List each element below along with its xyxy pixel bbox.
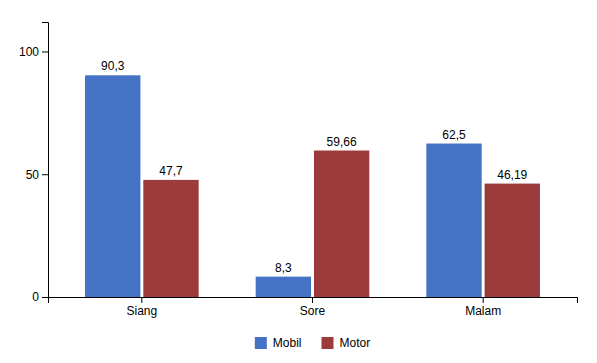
y-tick-mark bbox=[42, 174, 48, 175]
data-label: 62,5 bbox=[442, 128, 466, 142]
bar bbox=[314, 151, 369, 297]
legend-label: Mobil bbox=[273, 336, 302, 350]
x-tick-label: Malam bbox=[465, 304, 501, 318]
bar bbox=[85, 75, 140, 297]
x-axis: Siang Sore Malam bbox=[49, 297, 578, 318]
x-tick: Siang bbox=[127, 297, 158, 318]
bar bbox=[426, 144, 481, 297]
x-tick-label: Siang bbox=[127, 304, 158, 318]
bars bbox=[85, 75, 540, 297]
y-tick: 0 bbox=[32, 290, 48, 304]
legend-item: Mobil bbox=[255, 336, 302, 350]
legend-swatch bbox=[322, 337, 334, 349]
y-axis-line bbox=[42, 23, 49, 298]
data-label: 59,66 bbox=[327, 135, 357, 149]
y-tick: 100 bbox=[19, 45, 48, 59]
x-axis-line bbox=[49, 298, 578, 304]
legend-swatch bbox=[255, 337, 267, 349]
x-tick-mark bbox=[141, 297, 142, 303]
legend: Mobil Motor bbox=[255, 336, 370, 350]
bar bbox=[143, 180, 198, 297]
y-tick-label: 0 bbox=[32, 290, 39, 304]
x-tick-mark bbox=[483, 297, 484, 303]
x-tick: Sore bbox=[300, 297, 326, 318]
x-tick-mark bbox=[312, 297, 313, 303]
data-label: 46,19 bbox=[497, 168, 527, 182]
legend-item: Motor bbox=[322, 336, 371, 350]
y-axis: 0 50 100 bbox=[19, 23, 49, 305]
chart: 0 50 100 Siang Sore Malam 90,3 8,3 62,5 47,7 59,66… bbox=[0, 0, 597, 363]
x-tick-label: Sore bbox=[300, 304, 326, 318]
bar bbox=[256, 277, 311, 297]
data-labels: 90,3 8,3 62,5 47,7 59,66 46,19 bbox=[101, 59, 528, 274]
chart-container: 0 50 100 Siang Sore Malam 90,3 8,3 62,5 47,7 59,66… bbox=[0, 0, 597, 363]
y-tick-label: 100 bbox=[19, 45, 39, 59]
y-tick-mark bbox=[42, 51, 48, 52]
x-tick: Malam bbox=[465, 297, 501, 318]
bar bbox=[485, 184, 540, 297]
data-label: 90,3 bbox=[101, 59, 125, 73]
data-label: 47,7 bbox=[159, 164, 183, 178]
y-tick-mark bbox=[42, 297, 48, 298]
y-tick: 50 bbox=[26, 168, 48, 182]
legend-label: Motor bbox=[340, 336, 371, 350]
data-label: 8,3 bbox=[275, 261, 292, 275]
y-tick-label: 50 bbox=[26, 168, 40, 182]
plot: 0 50 100 Siang Sore Malam 90,3 8,3 62,5 47,7 59,66… bbox=[19, 23, 578, 318]
